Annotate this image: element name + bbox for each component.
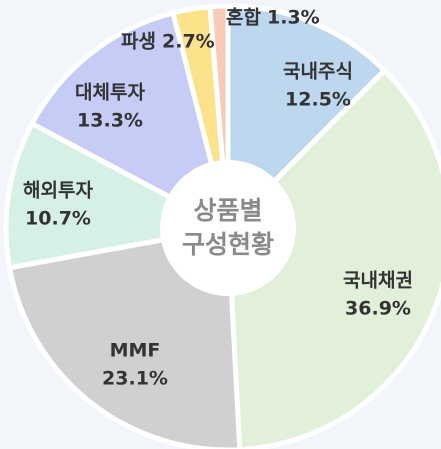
- center-label: 상품별: [193, 196, 262, 225]
- slice-label: 대체투자: [75, 82, 145, 104]
- slice-label: 국내채권: [343, 270, 413, 292]
- value-label: 10.7%: [25, 208, 91, 230]
- value-label: 23.1%: [102, 368, 168, 390]
- slice: [225, 66, 441, 449]
- center-hole: [160, 160, 296, 296]
- slice-label: 해외투자: [23, 180, 93, 202]
- value-label: 12.5%: [285, 89, 351, 111]
- center-label: 구성현황: [182, 230, 274, 259]
- slice-label: 혼합: [226, 6, 261, 29]
- slice-label: MMF: [110, 340, 161, 362]
- value-label: 36.9%: [345, 298, 411, 320]
- slice-label: 국내주식: [283, 61, 353, 83]
- slice-label: 파생: [121, 31, 156, 53]
- value-label: 2.7%: [162, 31, 215, 53]
- slice: [28, 9, 232, 233]
- value-label: 13.3%: [77, 110, 143, 132]
- value-label: 1.3%: [267, 7, 320, 29]
